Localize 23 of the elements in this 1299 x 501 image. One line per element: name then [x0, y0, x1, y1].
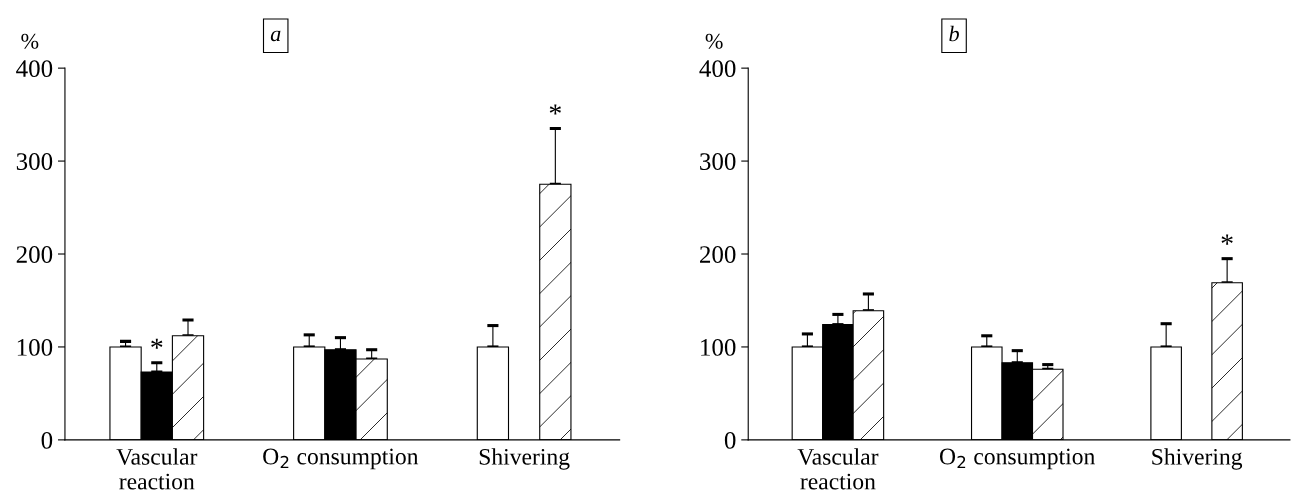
- y-tick-label: 200: [700, 246, 736, 263]
- y-tick-label: 0: [724, 431, 736, 449]
- x-tick-label: Shivering: [479, 448, 570, 470]
- chart-title: b: [949, 25, 959, 42]
- y-tick-label: 300: [16, 153, 53, 170]
- y-tick-label: 100: [17, 338, 53, 356]
- annotation: *: [1221, 234, 1233, 245]
- y-tick-label: 200: [16, 246, 53, 263]
- x-tick-label: Shivering: [1152, 448, 1243, 470]
- chart-title: a: [270, 30, 281, 42]
- y-axis-title: %: [705, 33, 723, 49]
- x-tick-label: O$_{2}$ consumption: [939, 448, 1095, 470]
- x-tick-label: Vascular reaction: [797, 448, 879, 490]
- y-tick-label: 0: [41, 431, 53, 449]
- y-tick-label: 300: [700, 153, 736, 170]
- x-tick-label: O$_{2}$ consumption: [263, 448, 419, 470]
- y-tick-label: 100: [701, 338, 736, 356]
- y-axis-title: %: [21, 33, 39, 49]
- annotation: *: [549, 104, 561, 115]
- annotation: *: [151, 338, 163, 349]
- x-tick-label: Vascular reaction: [116, 448, 198, 490]
- y-tick-label: 400: [16, 60, 53, 78]
- y-tick-label: 400: [699, 60, 736, 78]
